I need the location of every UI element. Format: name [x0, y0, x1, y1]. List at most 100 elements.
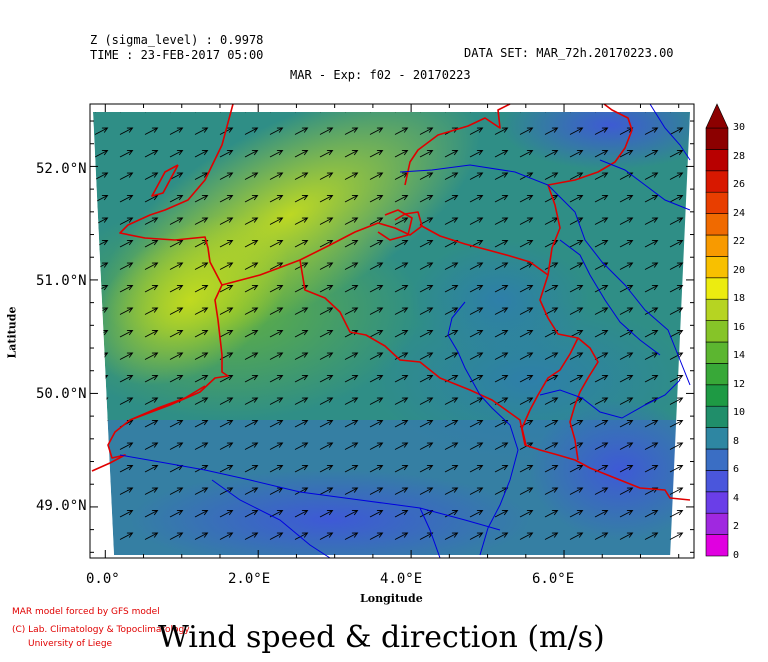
- wind-arrow: [119, 127, 134, 135]
- wind-arrow: [569, 487, 584, 495]
- wind-arrow: [144, 330, 159, 338]
- wind-arrow: [419, 420, 434, 428]
- wind-arrow: [519, 510, 534, 518]
- wind-arrow: [319, 217, 334, 225]
- wind-arrow: [569, 150, 584, 158]
- wind-arrow: [594, 375, 609, 383]
- wind-arrow: [619, 285, 634, 293]
- colorbar-swatch: [705, 191, 729, 214]
- wind-arrow: [594, 285, 609, 293]
- colorbar-swatch: [705, 384, 729, 407]
- xtick-2e: 2.0°E: [228, 571, 271, 587]
- wind-arrow: [244, 352, 259, 360]
- wind-arrow: [544, 172, 559, 180]
- wind-arrow: [469, 330, 484, 338]
- wind-arrow: [569, 352, 584, 360]
- wind-arrow: [394, 240, 409, 248]
- wind-arrow: [544, 352, 559, 360]
- variable-title: Wind speed & direction (m/s): [158, 620, 605, 655]
- wind-arrow: [519, 150, 534, 158]
- wind-arrow: [169, 442, 184, 450]
- wind-arrow: [594, 150, 609, 158]
- wind-arrow: [419, 285, 434, 293]
- colorbar-tick-label: 28: [733, 150, 746, 162]
- wind-arrow: [569, 195, 584, 203]
- wind-arrow: [369, 262, 384, 270]
- wind-arrow: [169, 330, 184, 338]
- wind-arrow: [469, 352, 484, 360]
- wind-arrow: [419, 487, 434, 495]
- wind-arrow: [119, 397, 134, 405]
- wind-arrow: [544, 330, 559, 338]
- wind-arrow: [194, 217, 209, 225]
- wind-arrow: [544, 307, 559, 315]
- colorbar-swatch: [705, 534, 729, 557]
- wind-arrow: [344, 240, 359, 248]
- wind-arrow: [419, 240, 434, 248]
- wind-arrow: [144, 375, 159, 383]
- wind-arrow: [619, 262, 634, 270]
- wind-arrow: [469, 262, 484, 270]
- wind-arrow: [294, 240, 309, 248]
- wind-arrow: [244, 195, 259, 203]
- colorbar-swatch: [705, 277, 729, 300]
- wind-arrow: [219, 195, 234, 203]
- wind-arrow: [544, 112, 559, 113]
- wind-arrow: [269, 375, 284, 383]
- wind-arrow: [119, 352, 134, 360]
- wind-arrow: [444, 465, 459, 473]
- wind-arrow: [219, 465, 234, 473]
- wind-arrow: [469, 172, 484, 180]
- wind-arrow: [319, 172, 334, 180]
- wind-arrow: [544, 262, 559, 270]
- wind-arrow: [269, 195, 284, 203]
- wind-arrow: [419, 330, 434, 338]
- wind-arrow: [619, 532, 634, 540]
- wind-arrow: [569, 330, 584, 338]
- wind-arrow: [144, 532, 159, 540]
- wind-arrow: [469, 510, 484, 518]
- wind-arrow: [344, 285, 359, 293]
- wind-arrow: [269, 217, 284, 225]
- wind-arrow: [669, 330, 684, 338]
- colorbar-tick-label: 26: [733, 179, 746, 191]
- wind-arrow: [244, 150, 259, 158]
- wind-arrow: [544, 150, 559, 158]
- colorbar-swatch: [705, 512, 729, 535]
- wind-arrow: [519, 285, 534, 293]
- wind-arrow: [244, 487, 259, 495]
- wind-arrow: [419, 465, 434, 473]
- wind-arrow: [294, 172, 309, 180]
- wind-arrow: [294, 532, 309, 540]
- wind-arrow: [619, 240, 634, 248]
- wind-arrow: [544, 442, 559, 450]
- colorbar-swatch: [705, 170, 729, 193]
- wind-arrow: [344, 532, 359, 540]
- wind-arrow: [244, 127, 259, 135]
- wind-arrow: [544, 532, 559, 540]
- colorbar-swatch: [705, 256, 729, 279]
- wind-arrow: [294, 352, 309, 360]
- wind-arrow: [619, 420, 634, 428]
- wind-arrow: [319, 240, 334, 248]
- wind-arrow: [669, 352, 684, 360]
- colorbar-tick-label: 6: [733, 464, 740, 476]
- wind-arrow: [194, 465, 209, 473]
- wind-arrow: [494, 330, 509, 338]
- wind-arrow: [219, 262, 234, 270]
- rivers: [119, 103, 691, 559]
- wind-arrow: [144, 307, 159, 315]
- wind-arrow: [594, 112, 609, 113]
- wind-arrow: [194, 150, 209, 158]
- colorbar-overflow-triangle: [705, 103, 729, 129]
- wind-arrow: [369, 442, 384, 450]
- wind-arrow: [119, 195, 134, 203]
- wind-arrow: [369, 150, 384, 158]
- wind-arrow: [419, 127, 434, 135]
- wind-arrow: [669, 285, 684, 293]
- wind-arrow: [394, 127, 409, 135]
- wind-arrow: [494, 127, 509, 135]
- xtick-6e: 6.0°E: [532, 571, 575, 587]
- wind-arrow: [244, 532, 259, 540]
- wind-arrow: [494, 195, 509, 203]
